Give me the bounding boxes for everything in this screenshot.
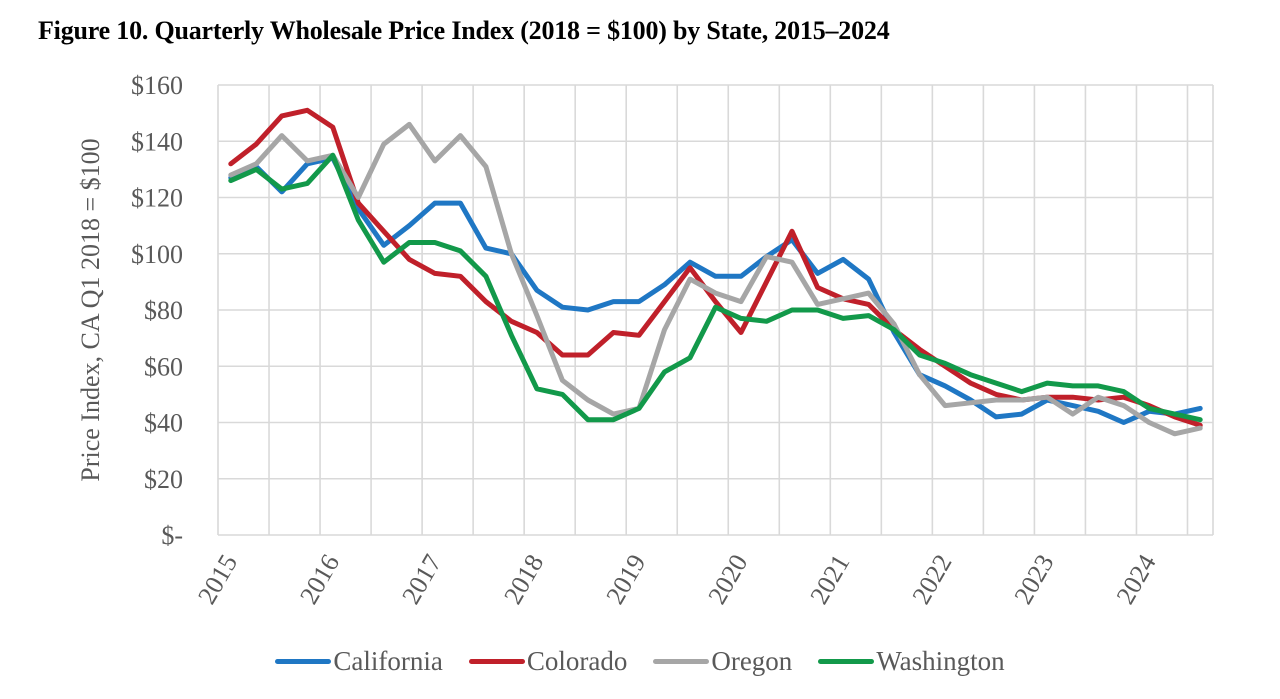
x-tick-label: 2015 bbox=[192, 550, 243, 610]
series-lines bbox=[228, 107, 1203, 437]
y-tick-label: $120 bbox=[131, 184, 183, 213]
y-tick-label: $40 bbox=[144, 409, 183, 438]
x-tick-label: 2024 bbox=[1111, 550, 1162, 610]
y-axis-ticks: $- $20 $40 $60 $80 $100 $120 $140 $160 bbox=[131, 71, 183, 550]
legend-item-washington: Washington bbox=[818, 646, 1005, 677]
x-tick-label: 2019 bbox=[600, 550, 651, 610]
y-tick-label: $80 bbox=[144, 296, 183, 325]
legend-item-oregon: Oregon bbox=[653, 646, 792, 677]
x-tick-label: 2017 bbox=[396, 550, 447, 610]
y-tick-label: $100 bbox=[131, 240, 183, 269]
y-tick-label: $160 bbox=[131, 71, 183, 100]
x-tick-label: 2020 bbox=[702, 550, 753, 610]
chart-title: Figure 10. Quarterly Wholesale Price Ind… bbox=[38, 16, 890, 45]
legend-swatch bbox=[818, 659, 875, 664]
legend-item-california: California bbox=[275, 646, 443, 677]
x-tick-label: 2016 bbox=[294, 550, 345, 610]
legend-swatch bbox=[468, 659, 525, 664]
y-tick-label: $20 bbox=[144, 465, 183, 494]
y-tick-label: $- bbox=[161, 521, 183, 550]
x-tick-label: 2023 bbox=[1008, 550, 1059, 610]
x-tick-label: 2021 bbox=[804, 550, 855, 610]
legend-swatch bbox=[275, 659, 332, 664]
x-tick-label: 2022 bbox=[906, 550, 957, 610]
legend-label: Colorado bbox=[526, 646, 628, 676]
series-line-oregon bbox=[228, 121, 1203, 437]
series-line-washington bbox=[228, 152, 1203, 423]
legend: California Colorado Oregon Washington bbox=[0, 646, 1280, 677]
legend-item-colorado: Colorado bbox=[468, 646, 628, 677]
legend-swatch bbox=[653, 659, 710, 664]
legend-label: California bbox=[333, 646, 443, 676]
legend-label: Oregon bbox=[711, 646, 793, 676]
y-tick-label: $60 bbox=[144, 352, 183, 381]
x-tick-label: 2018 bbox=[498, 550, 549, 610]
legend-label: Washington bbox=[876, 646, 1005, 676]
y-tick-label: $140 bbox=[131, 127, 183, 156]
x-axis-ticks: 2015 2016 2017 2018 2019 2020 2021 2022 2023 2024 bbox=[192, 550, 1162, 610]
y-axis-label: Price Index, CA Q1 2018 = $100 bbox=[76, 138, 105, 481]
